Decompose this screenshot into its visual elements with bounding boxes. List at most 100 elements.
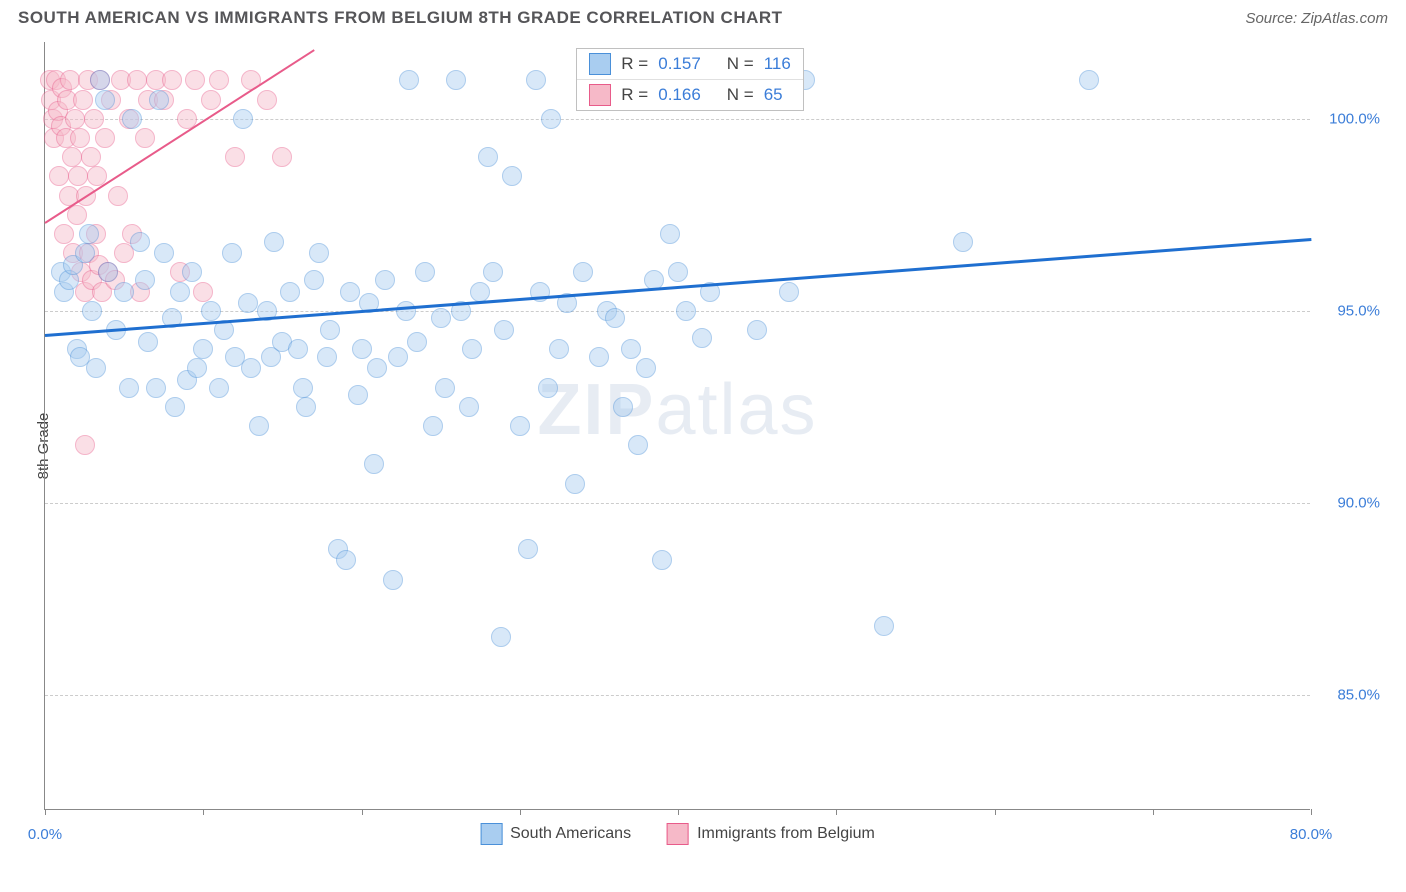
data-point xyxy=(459,397,479,417)
data-point xyxy=(491,627,511,647)
data-point xyxy=(502,166,522,186)
data-point xyxy=(549,339,569,359)
data-point xyxy=(288,339,308,359)
chart-header: SOUTH AMERICAN VS IMMIGRANTS FROM BELGIU… xyxy=(0,0,1406,34)
data-point xyxy=(75,435,95,455)
data-point xyxy=(135,128,155,148)
stats-n-label: N = xyxy=(727,54,754,74)
legend-label: South Americans xyxy=(510,825,631,843)
x-tick xyxy=(678,809,679,815)
data-point xyxy=(154,243,174,263)
data-point xyxy=(538,378,558,398)
data-point xyxy=(415,262,435,282)
data-point xyxy=(90,70,110,90)
x-tick xyxy=(1311,809,1312,815)
data-point xyxy=(233,109,253,129)
data-point xyxy=(399,70,419,90)
data-point xyxy=(182,262,202,282)
data-point xyxy=(185,70,205,90)
data-point xyxy=(264,232,284,252)
data-point xyxy=(149,90,169,110)
data-point xyxy=(135,270,155,290)
bottom-legend: South Americans Immigrants from Belgium xyxy=(480,823,875,845)
stats-row: R = 0.166N = 65 xyxy=(577,80,803,110)
data-point xyxy=(526,70,546,90)
data-point xyxy=(49,166,69,186)
data-point xyxy=(396,301,416,321)
data-point xyxy=(375,270,395,290)
data-point xyxy=(272,147,292,167)
x-tick xyxy=(45,809,46,815)
legend-swatch xyxy=(589,53,611,75)
chart-title: SOUTH AMERICAN VS IMMIGRANTS FROM BELGIU… xyxy=(18,8,783,28)
data-point xyxy=(193,339,213,359)
data-point xyxy=(68,166,88,186)
data-point xyxy=(280,282,300,302)
data-point xyxy=(138,332,158,352)
data-point xyxy=(122,109,142,129)
data-point xyxy=(222,243,242,263)
data-point xyxy=(225,147,245,167)
scatter-chart: ZIPatlas 85.0%90.0%95.0%100.0%0.0%80.0%R… xyxy=(44,42,1310,810)
data-point xyxy=(293,378,313,398)
data-point xyxy=(652,550,672,570)
data-point xyxy=(54,224,74,244)
data-point xyxy=(119,378,139,398)
data-point xyxy=(79,224,99,244)
x-tick xyxy=(362,809,363,815)
x-tick xyxy=(836,809,837,815)
data-point xyxy=(130,232,150,252)
x-tick-label: 0.0% xyxy=(28,826,62,843)
data-point xyxy=(470,282,490,302)
data-point xyxy=(209,70,229,90)
data-point xyxy=(431,308,451,328)
data-point xyxy=(462,339,482,359)
data-point xyxy=(605,308,625,328)
data-point xyxy=(75,243,95,263)
data-point xyxy=(209,378,229,398)
data-point xyxy=(613,397,633,417)
watermark: ZIPatlas xyxy=(537,369,817,451)
legend-label: Immigrants from Belgium xyxy=(697,825,875,843)
data-point xyxy=(65,109,85,129)
data-point xyxy=(494,320,514,340)
data-point xyxy=(201,90,221,110)
data-point xyxy=(636,358,656,378)
y-tick-label: 95.0% xyxy=(1320,302,1380,319)
data-point xyxy=(692,328,712,348)
stats-r-label: R = xyxy=(621,85,648,105)
data-point xyxy=(241,358,261,378)
data-point xyxy=(668,262,688,282)
stats-r-value: 0.166 xyxy=(658,85,701,105)
data-point xyxy=(747,320,767,340)
data-point xyxy=(309,243,329,263)
data-point xyxy=(170,282,190,302)
data-point xyxy=(660,224,680,244)
stats-r-value: 0.157 xyxy=(658,54,701,74)
data-point xyxy=(146,378,166,398)
data-point xyxy=(127,70,147,90)
data-point xyxy=(676,301,696,321)
x-tick xyxy=(1153,809,1154,815)
stats-n-value: 116 xyxy=(764,54,791,74)
data-point xyxy=(1079,70,1099,90)
data-point xyxy=(70,128,90,148)
data-point xyxy=(340,282,360,302)
legend-swatch xyxy=(480,823,502,845)
data-point xyxy=(518,539,538,559)
data-point xyxy=(483,262,503,282)
legend-swatch xyxy=(589,84,611,106)
data-point xyxy=(628,435,648,455)
data-point xyxy=(84,109,104,129)
data-point xyxy=(98,262,118,282)
data-point xyxy=(352,339,372,359)
legend-item: Immigrants from Belgium xyxy=(667,823,875,845)
data-point xyxy=(953,232,973,252)
data-point xyxy=(510,416,530,436)
data-point xyxy=(336,550,356,570)
data-point xyxy=(201,301,221,321)
data-point xyxy=(446,70,466,90)
data-point xyxy=(187,358,207,378)
data-point xyxy=(95,90,115,110)
x-tick xyxy=(203,809,204,815)
